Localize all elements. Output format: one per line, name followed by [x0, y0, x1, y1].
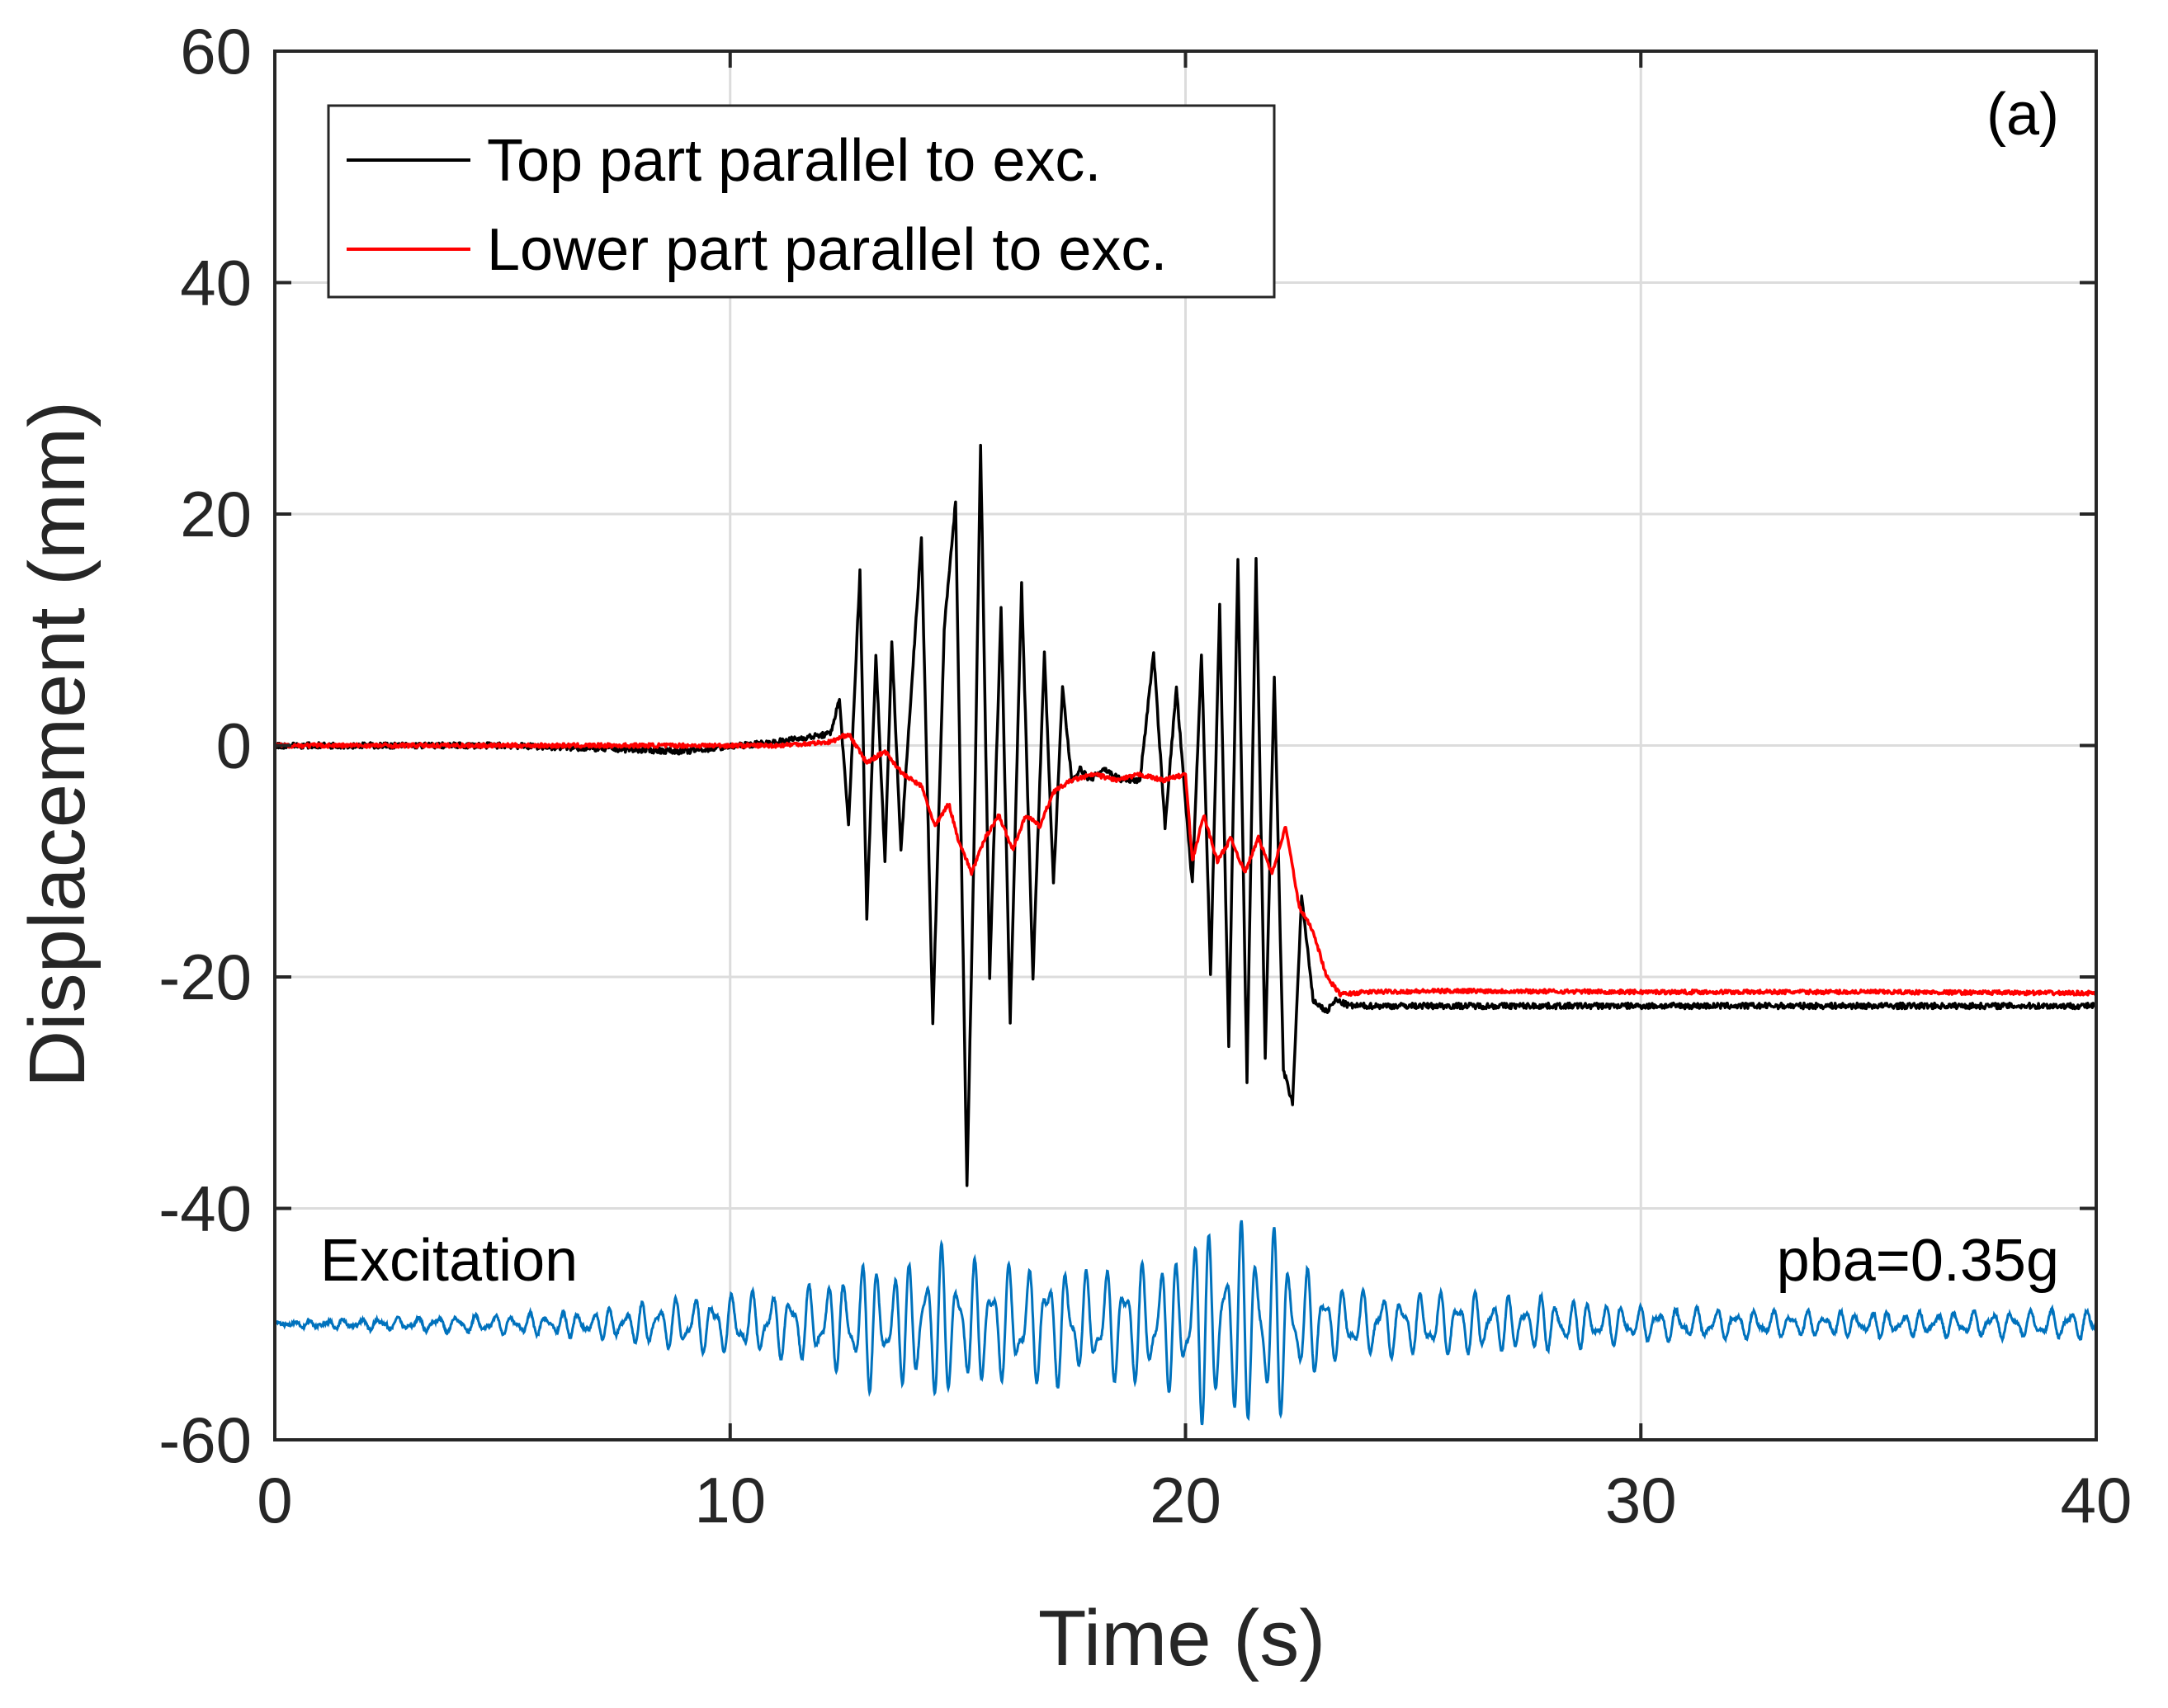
panel-label: (a) — [1986, 82, 2059, 148]
y-axis-title: Displacement (mm) — [13, 401, 102, 1088]
legend: Top part parallel to exc. Lower part par… — [327, 104, 1276, 299]
series-line-top-part — [273, 443, 2098, 1187]
legend-label-lower: Lower part parallel to exc. — [487, 217, 1167, 283]
y-tick-label: 40 — [180, 247, 252, 319]
x-axis-title: Time (s) — [1038, 1594, 1325, 1682]
x-tick-label: 40 — [2061, 1464, 2133, 1536]
legend-label-top: Top part parallel to exc. — [487, 128, 1101, 194]
y-tick-labels: 60 40 20 0 -20 -40 -60 — [158, 15, 252, 1476]
x-tick-label: 10 — [694, 1464, 766, 1536]
series-layer — [273, 443, 2098, 1426]
x-tick-label: 0 — [257, 1464, 292, 1536]
x-tick-label: 20 — [1150, 1464, 1221, 1536]
y-tick-label: 20 — [180, 478, 252, 550]
legend-box — [327, 104, 1276, 299]
x-tick-label: 30 — [1605, 1464, 1677, 1536]
series-line-excitation — [273, 1220, 2097, 1426]
x-tick-labels: 0 10 20 30 40 — [257, 1464, 2132, 1536]
y-tick-label: -20 — [158, 941, 252, 1013]
y-tick-label: -40 — [158, 1172, 252, 1245]
tick-marks — [273, 50, 2098, 1441]
series-line-lower-part — [273, 732, 2098, 998]
y-tick-label: 0 — [216, 710, 252, 782]
pba-label: pba=0.35g — [1777, 1228, 2059, 1294]
excitation-label: Excitation — [320, 1228, 578, 1294]
y-tick-label: -60 — [158, 1404, 252, 1476]
y-tick-label: 60 — [180, 15, 252, 87]
